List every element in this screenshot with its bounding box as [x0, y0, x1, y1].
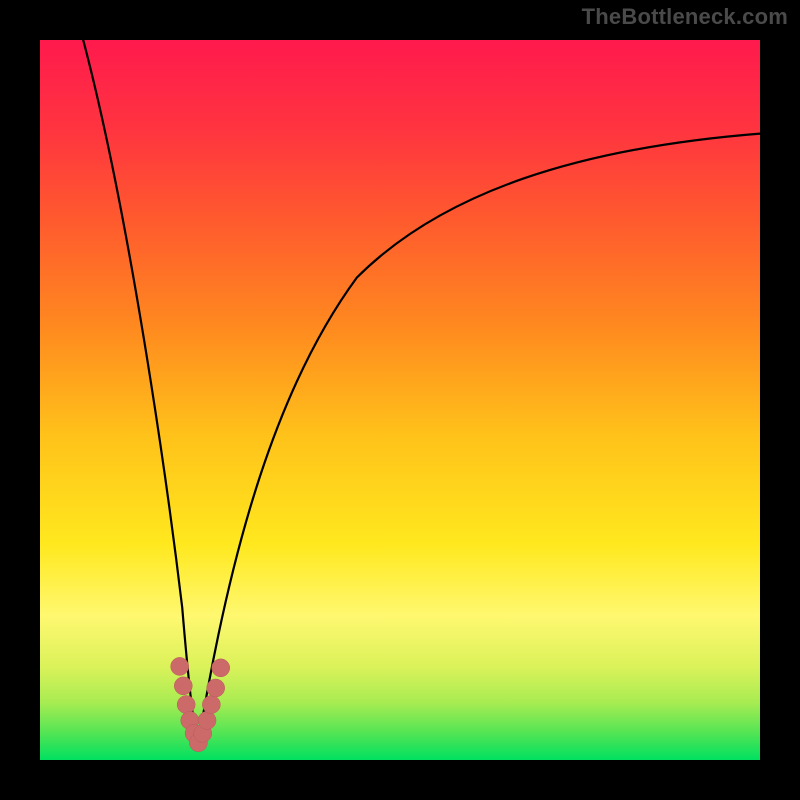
gradient-background: [40, 40, 760, 760]
data-marker: [198, 711, 216, 729]
data-marker: [177, 696, 195, 714]
data-marker: [212, 659, 230, 677]
watermark-text: TheBottleneck.com: [582, 4, 788, 30]
plot-svg: [40, 40, 760, 760]
data-marker: [171, 657, 189, 675]
data-marker: [174, 677, 192, 695]
plot-area: [40, 40, 760, 760]
chart-root: TheBottleneck.com: [0, 0, 800, 800]
data-marker: [202, 696, 220, 714]
data-marker: [207, 679, 225, 697]
